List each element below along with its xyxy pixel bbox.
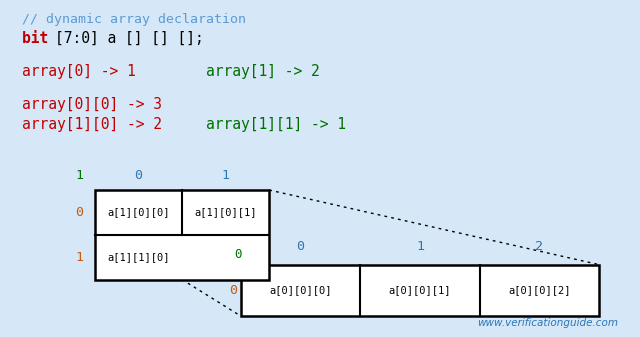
- Text: // dynamic array declaration: // dynamic array declaration: [22, 13, 246, 26]
- Text: 0: 0: [234, 248, 241, 261]
- Text: [7:0] a [] [] [];: [7:0] a [] [] [];: [56, 31, 204, 46]
- Text: 1: 1: [75, 169, 83, 182]
- Text: array[0] -> 1: array[0] -> 1: [22, 64, 136, 79]
- Text: a[0][0][2]: a[0][0][2]: [508, 285, 571, 295]
- Bar: [241, 265, 599, 316]
- Text: array[1] -> 2: array[1] -> 2: [206, 64, 319, 79]
- Text: 0: 0: [134, 169, 142, 182]
- Text: 1: 1: [416, 240, 424, 253]
- Bar: [95, 190, 269, 279]
- Text: a[0][0][0]: a[0][0][0]: [269, 285, 332, 295]
- Text: 0: 0: [296, 240, 305, 253]
- Text: 0: 0: [230, 284, 237, 297]
- Text: a[1][1][0]: a[1][1][0]: [107, 252, 170, 262]
- Text: array[0][0] -> 3: array[0][0] -> 3: [22, 97, 162, 112]
- Text: 1: 1: [221, 169, 230, 182]
- Text: array[1][1] -> 1: array[1][1] -> 1: [206, 117, 346, 132]
- Text: bit: bit: [22, 31, 57, 46]
- Text: array[1][0] -> 2: array[1][0] -> 2: [22, 117, 162, 132]
- Text: www.verificationguide.com: www.verificationguide.com: [477, 317, 618, 328]
- Text: a[0][0][1]: a[0][0][1]: [388, 285, 451, 295]
- Text: a[1][0][0]: a[1][0][0]: [107, 207, 170, 217]
- Text: 0: 0: [76, 206, 83, 219]
- Text: a[1][0][1]: a[1][0][1]: [195, 207, 257, 217]
- Text: 2: 2: [536, 240, 543, 253]
- Text: 1: 1: [76, 251, 83, 264]
